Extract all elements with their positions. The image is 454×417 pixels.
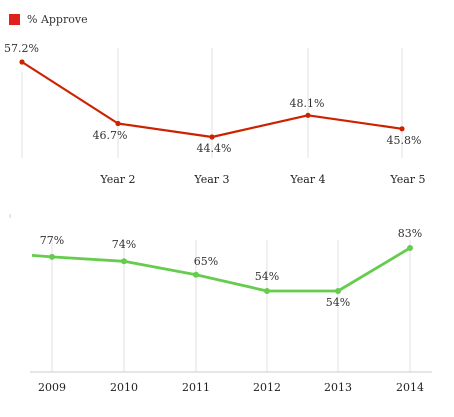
chart1-tick-label-3: Year 4 [289, 173, 325, 186]
chart2-tick-label-4: 2013 [324, 381, 352, 394]
chart2-data-label-5: 83% [398, 227, 422, 240]
chart1-point-4 [399, 126, 405, 132]
chart1-data-label-0: 57.2% [4, 42, 39, 55]
chart2-data-label-4: 54% [326, 296, 350, 309]
chart2-data-label-1: 74% [112, 238, 136, 251]
chart1-data-label-1: 46.7% [93, 129, 128, 142]
chart1-point-1 [115, 120, 121, 127]
chart2-tick-label-5: 2014 [396, 381, 424, 394]
chart1-point-0 [19, 59, 25, 65]
chart1-data-label-3: 48.1% [290, 97, 325, 110]
chart1-data-label-2: 44.4% [197, 142, 232, 155]
chart2-point-1 [121, 258, 127, 265]
chart2-tick-label-1: 2010 [110, 381, 138, 394]
chart1-tick-label-1: Year 2 [99, 173, 135, 186]
chart1-data-label-4: 45.8% [387, 134, 422, 147]
chart2-point-4 [335, 288, 341, 294]
chart2-point-5 [407, 245, 413, 251]
chart2-point-3 [264, 288, 270, 294]
chart2-series-line [31, 246, 411, 293]
chart2-data-label-0: 77% [40, 234, 64, 247]
chart2-point-2 [193, 271, 199, 278]
chart2-tick-label-0: 2009 [38, 381, 66, 394]
chart1-point-2 [209, 134, 215, 140]
chart2-data-label-3: 54% [255, 270, 279, 283]
chart1-tick-label-2: Year 3 [193, 173, 229, 186]
chart2-tick-label-3: 2012 [253, 381, 281, 394]
legend-swatch-approve [9, 14, 20, 25]
chart2-point-0 [49, 253, 55, 260]
chart2-data-label-2: 65% [194, 255, 218, 268]
legend-label-approve: % Approve [27, 13, 88, 26]
chart2-tick-label-2: 2011 [182, 381, 210, 394]
chart1-tick-label-4: Year 5 [389, 173, 425, 186]
chart1-point-3 [305, 112, 311, 118]
